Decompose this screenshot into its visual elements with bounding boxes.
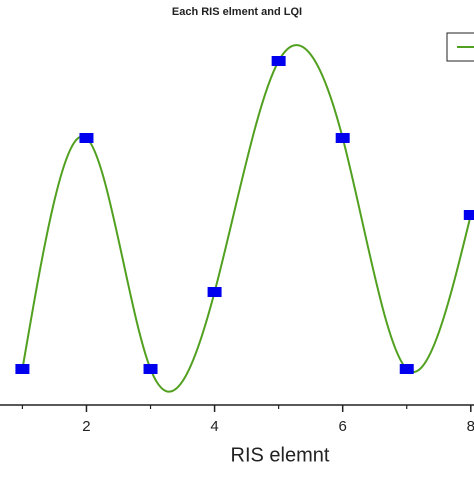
data-marker (143, 364, 158, 374)
data-marker (335, 133, 350, 143)
data-marker (207, 287, 222, 297)
data-marker (15, 364, 30, 374)
data-marker (399, 364, 414, 374)
data-marker (79, 133, 94, 143)
chart-title: Each RIS elment and LQI (172, 6, 302, 18)
x-axis-label: RIS elemnt (231, 444, 330, 466)
x-tick-label: 4 (210, 418, 218, 435)
x-tick-label: 6 (339, 418, 347, 435)
x-tick-label: 2 (82, 418, 90, 435)
data-marker (271, 56, 286, 66)
x-tick-label: 8 (467, 418, 474, 435)
data-marker (463, 210, 474, 220)
data-line (21, 44, 472, 393)
